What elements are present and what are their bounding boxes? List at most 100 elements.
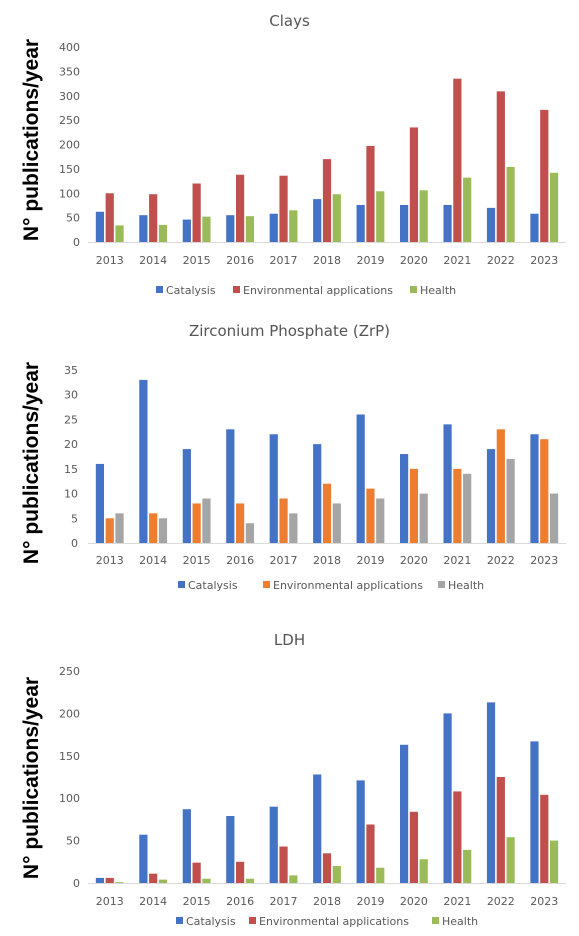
zrp-x-tick-label: 2017 xyxy=(270,554,298,567)
clays-legend-label: Environmental applications xyxy=(243,284,393,297)
zrp-x-tick-label: 2019 xyxy=(356,554,384,567)
clays-bar-health-2022 xyxy=(506,166,515,242)
ldh-x-tick-label: 2021 xyxy=(443,895,471,908)
ldh-y-tick-label: 200 xyxy=(59,707,80,720)
ldh-legend-label: Catalysis xyxy=(186,915,236,928)
ldh-bar-environmental-applications-2015 xyxy=(192,862,201,883)
ldh-bar-health-2018 xyxy=(332,866,341,883)
clays-y-tick-label: 100 xyxy=(59,187,80,200)
zrp-bar-environmental-applications-2014 xyxy=(149,513,158,543)
clays-legend-swatch xyxy=(156,286,163,293)
ldh-x-tick-label: 2018 xyxy=(313,895,341,908)
zrp-bar-environmental-applications-2019 xyxy=(366,488,375,543)
zrp-bar-catalysis-2022 xyxy=(486,449,496,543)
zrp-bar-health-2019 xyxy=(376,498,385,543)
clays-bar-health-2020 xyxy=(419,190,428,242)
zrp-bar-catalysis-2016 xyxy=(226,429,235,543)
ldh-bar-health-2021 xyxy=(463,849,472,883)
zrp-bar-catalysis-2015 xyxy=(182,449,191,543)
ldh-bar-health-2017 xyxy=(289,875,298,883)
ldh-bar-environmental-applications-2018 xyxy=(322,853,332,883)
clays-bar-environmental-applications-2019 xyxy=(366,145,375,242)
zrp-bar-health-2014 xyxy=(158,518,168,543)
clays-bar-health-2018 xyxy=(332,194,341,242)
zrp-bar-catalysis-2023 xyxy=(530,434,539,543)
clays-bar-environmental-applications-2018 xyxy=(322,159,332,242)
zrp-bar-health-2013 xyxy=(115,513,124,543)
clays-x-tick-label: 2014 xyxy=(139,254,167,267)
ldh-x-tick-label: 2016 xyxy=(226,895,254,908)
clays-bar-environmental-applications-2023 xyxy=(540,109,549,242)
zrp-bar-environmental-applications-2022 xyxy=(496,429,505,543)
zrp-bar-environmental-applications-2016 xyxy=(235,503,245,543)
zrp-x-tick-label: 2022 xyxy=(487,554,515,567)
clays-chart-panel: Clays N° publications/year 0 50 100 150 200 250… xyxy=(0,0,579,310)
ldh-chart-title: LDH xyxy=(274,631,305,649)
ldh-x-tick-label: 2017 xyxy=(270,895,298,908)
ldh-bar-environmental-applications-2013 xyxy=(105,877,114,883)
zrp-bar-health-2022 xyxy=(506,458,515,543)
ldh-x-tick-label: 2023 xyxy=(530,895,558,908)
clays-x-tick-label: 2016 xyxy=(226,254,254,267)
clays-bar-catalysis-2021 xyxy=(443,204,452,242)
clays-x-tick-label: 2019 xyxy=(356,254,384,267)
zrp-bar-environmental-applications-2021 xyxy=(453,468,462,543)
clays-x-tick-label: 2022 xyxy=(487,254,515,267)
ldh-bar-catalysis-2016 xyxy=(226,816,235,883)
zrp-bar-health-2021 xyxy=(463,473,472,543)
ldh-bar-catalysis-2022 xyxy=(486,702,496,883)
ldh-bar-health-2013 xyxy=(115,882,124,883)
ldh-x-tick-label: 2019 xyxy=(356,895,384,908)
zrp-y-tick-label: 30 xyxy=(64,389,78,402)
clays-bar-environmental-applications-2013 xyxy=(105,193,114,242)
ldh-bar-catalysis-2013 xyxy=(95,877,105,883)
ldh-bar-health-2016 xyxy=(245,878,254,883)
zrp-bar-health-2016 xyxy=(245,523,254,543)
clays-bar-health-2017 xyxy=(289,210,298,242)
ldh-y-tick-label: 50 xyxy=(66,835,80,848)
clays-bar-environmental-applications-2015 xyxy=(192,183,201,242)
ldh-x-tick-label: 2014 xyxy=(139,895,167,908)
ldh-bar-catalysis-2014 xyxy=(139,834,148,883)
zrp-bar-health-2023 xyxy=(549,493,559,543)
clays-bar-catalysis-2017 xyxy=(269,213,278,242)
clays-x-tick-label: 2020 xyxy=(400,254,428,267)
ldh-bar-health-2020 xyxy=(419,859,428,883)
zrp-legend-swatch xyxy=(263,581,270,588)
clays-y-tick-label: 150 xyxy=(59,163,80,176)
zrp-y-tick-label: 20 xyxy=(64,438,78,451)
zrp-y-tick-label: 10 xyxy=(64,488,78,501)
zrp-x-tick-label: 2020 xyxy=(400,554,428,567)
clays-bar-environmental-applications-2014 xyxy=(149,194,158,242)
zrp-legend-label: Catalysis xyxy=(188,579,238,592)
zrp-legend-swatch xyxy=(438,581,445,588)
ldh-bar-health-2014 xyxy=(158,879,168,883)
ldh-chart-svg: LDH N° publications/year 0 50 100 150 200 250 20… xyxy=(20,631,566,928)
zrp-bar-environmental-applications-2013 xyxy=(105,518,114,543)
clays-x-tick-label: 2015 xyxy=(183,254,211,267)
zrp-bar-catalysis-2013 xyxy=(95,463,105,543)
zrp-bar-environmental-applications-2018 xyxy=(322,483,332,543)
ldh-bar-environmental-applications-2020 xyxy=(409,811,419,883)
ldh-legend-swatch xyxy=(432,917,439,924)
clays-bar-environmental-applications-2022 xyxy=(496,91,505,242)
ldh-x-tick-label: 2013 xyxy=(96,895,124,908)
zrp-bar-environmental-applications-2020 xyxy=(409,468,419,543)
clays-bar-health-2023 xyxy=(549,172,559,242)
clays-bar-catalysis-2014 xyxy=(139,215,148,242)
clays-bar-catalysis-2013 xyxy=(95,211,105,242)
clays-bar-catalysis-2019 xyxy=(356,204,365,242)
ldh-bar-environmental-applications-2019 xyxy=(366,824,375,883)
zrp-bar-catalysis-2017 xyxy=(269,434,278,543)
zrp-y-tick-label: 15 xyxy=(64,463,78,476)
clays-y-axis-label: N° publications/year xyxy=(20,39,43,241)
clays-x-tick-label: 2023 xyxy=(530,254,558,267)
clays-bar-catalysis-2023 xyxy=(530,213,539,242)
ldh-bar-catalysis-2020 xyxy=(400,744,409,883)
ldh-x-tick-label: 2020 xyxy=(400,895,428,908)
clays-bar-environmental-applications-2020 xyxy=(409,127,419,242)
ldh-bar-environmental-applications-2016 xyxy=(235,861,245,883)
clays-x-tick-label: 2018 xyxy=(313,254,341,267)
zrp-x-tick-label: 2018 xyxy=(313,554,341,567)
clays-chart-title: Clays xyxy=(269,12,310,30)
